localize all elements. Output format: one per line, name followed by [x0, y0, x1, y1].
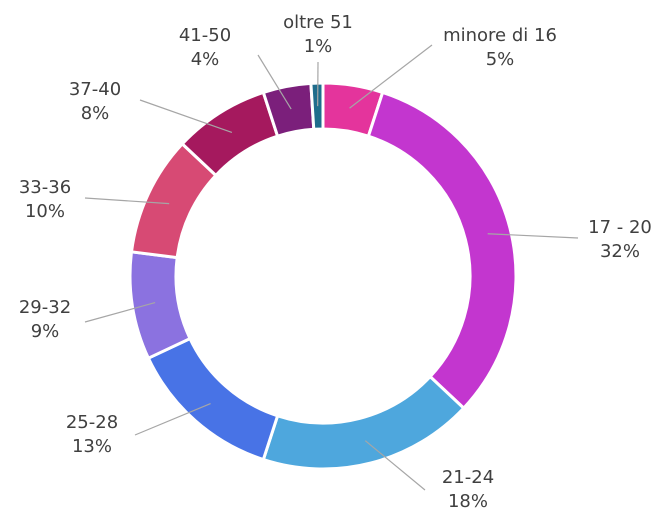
value-label: 8%: [81, 103, 110, 124]
value-label: 9%: [31, 321, 60, 342]
category-label: 25-28: [66, 412, 118, 433]
category-label: 29-32: [19, 297, 71, 318]
category-label: 41-50: [179, 25, 231, 46]
value-label: 4%: [191, 49, 220, 70]
category-label: minore di 16: [443, 25, 557, 46]
donut-slice: [128, 250, 192, 361]
leader-line: [349, 44, 433, 109]
value-label: 5%: [486, 49, 515, 70]
category-label: oltre 51: [283, 12, 353, 33]
value-label: 13%: [72, 436, 112, 457]
donut-slice: [261, 374, 466, 471]
leader-line: [364, 440, 426, 491]
leader-line: [84, 197, 170, 205]
leader-line: [257, 54, 292, 110]
category-label: 21-24: [442, 467, 494, 488]
donut-slice: [366, 90, 518, 411]
value-label: 1%: [304, 36, 333, 57]
category-label: 17 - 20: [588, 217, 652, 238]
value-label: 10%: [25, 201, 65, 222]
leader-line: [84, 302, 156, 323]
leader-line: [487, 233, 579, 239]
category-label: 33-36: [19, 177, 71, 198]
value-label: 18%: [448, 491, 488, 512]
leader-line: [134, 402, 211, 436]
value-label: 32%: [600, 241, 640, 262]
donut-slice: [146, 336, 280, 462]
donut-slice: [309, 81, 325, 131]
category-label: 37-40: [69, 79, 121, 100]
leader-line: [139, 99, 233, 134]
